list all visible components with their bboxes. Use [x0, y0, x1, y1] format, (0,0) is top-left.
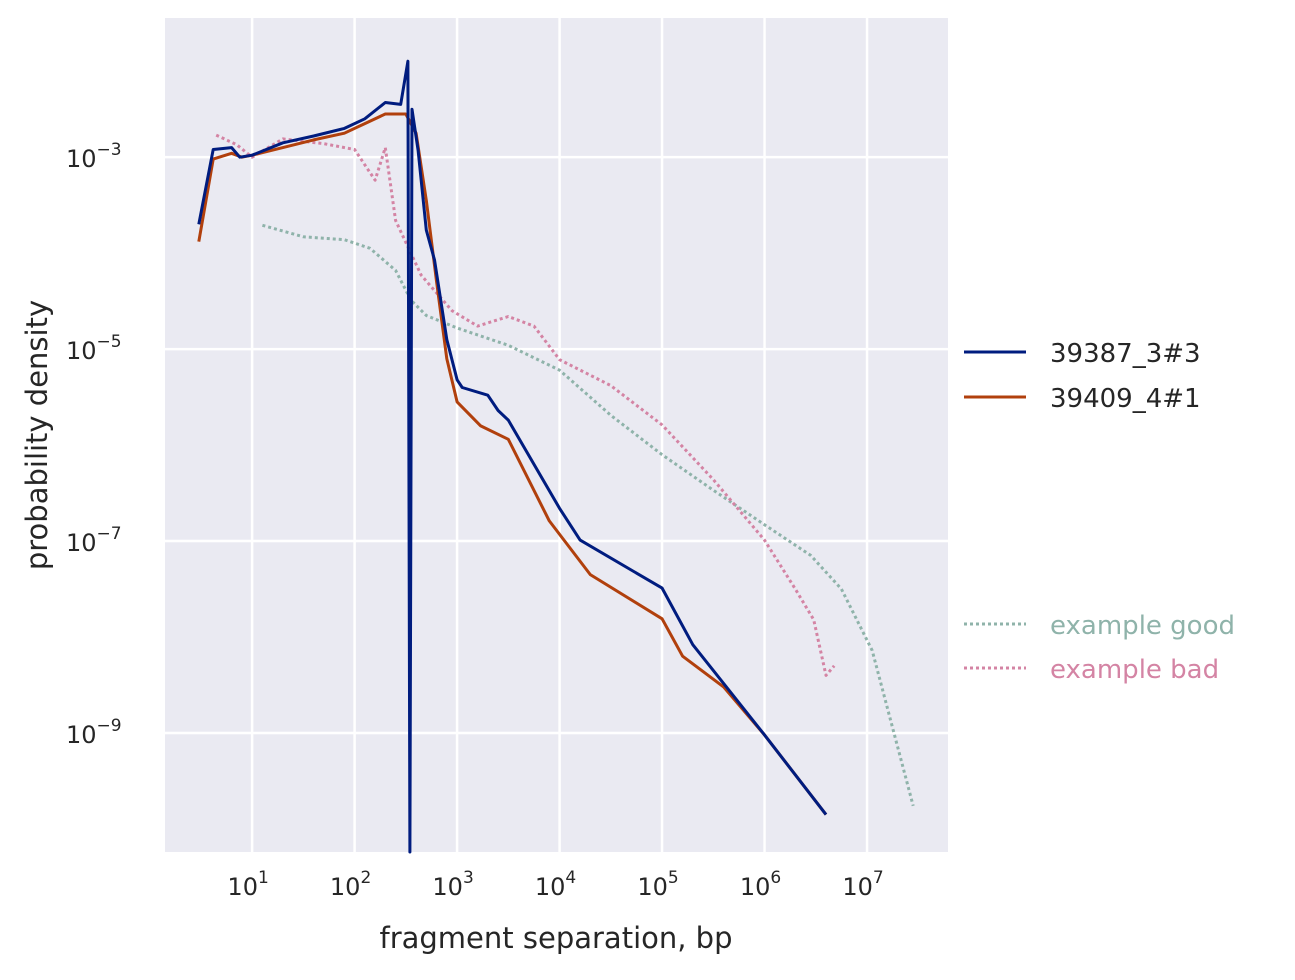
x-tick-label: 102 [330, 868, 371, 901]
legend-label: 39409_4#1 [1050, 384, 1201, 414]
y-tick-label: 10−7 [66, 524, 122, 557]
x-tick-label: 103 [432, 868, 473, 901]
series-line-39387-3-3 [197, 59, 828, 854]
series-line-example-bad [215, 133, 836, 677]
y-tick-label: 10−3 [66, 140, 122, 173]
legend-label: 39387_3#3 [1050, 339, 1201, 369]
y-tick-label: 10−9 [66, 716, 122, 749]
x-tick-label: 106 [740, 868, 781, 901]
x-axis-label: fragment separation, bp [380, 921, 733, 955]
y-tick-label: 10−5 [66, 332, 122, 365]
y-axis-label: probability density [20, 300, 54, 570]
x-tick-label: 105 [637, 868, 678, 901]
x-tick-label: 104 [535, 868, 576, 901]
legend-label: example bad [1050, 655, 1219, 685]
x-tick-label: 107 [842, 868, 883, 901]
x-tick-label: 101 [227, 868, 268, 901]
legend-label: example good [1050, 611, 1235, 641]
